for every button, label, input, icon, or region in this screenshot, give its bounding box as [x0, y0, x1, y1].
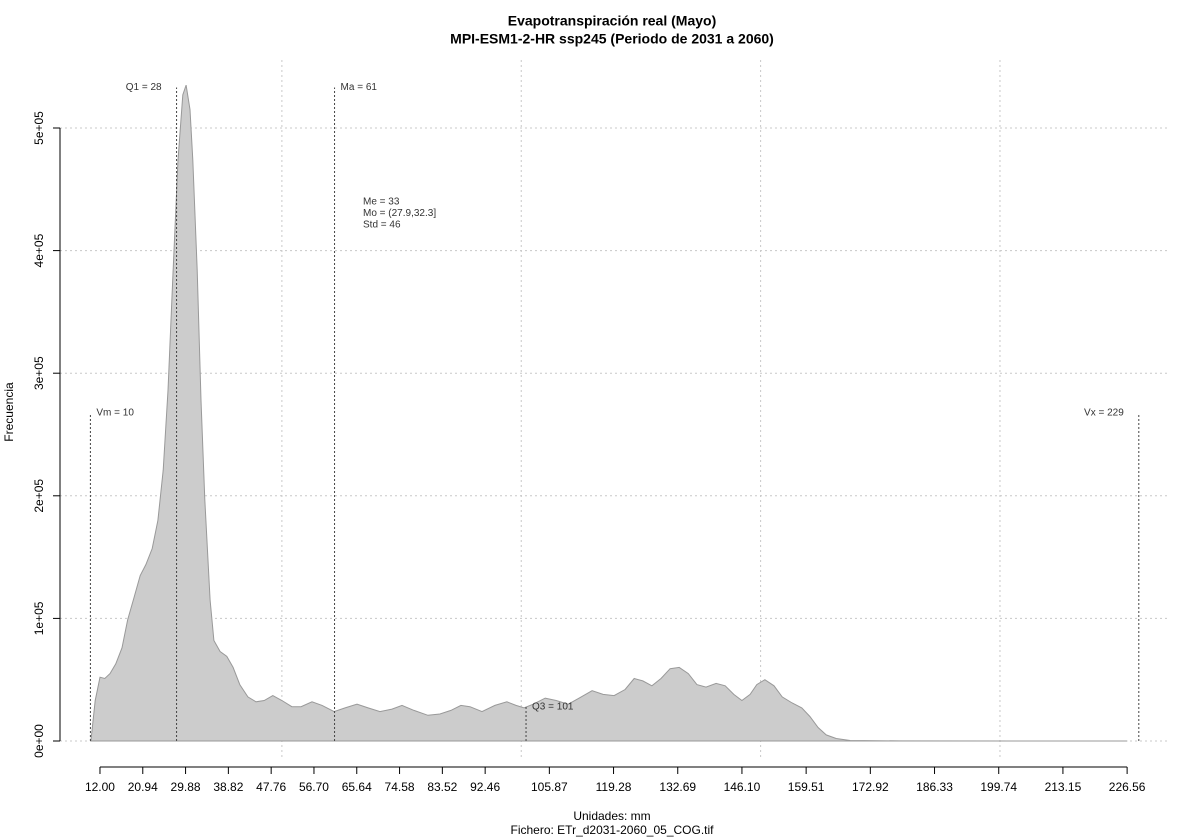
x-tick-label: 186.33 — [916, 780, 953, 794]
x-tick-label: 65.64 — [342, 780, 372, 794]
x-tick-label: 12.00 — [85, 780, 115, 794]
x-tick-label: 47.76 — [256, 780, 286, 794]
x-tick-label: 159.51 — [788, 780, 825, 794]
chart-subtitle: MPI-ESM1-2-HR ssp245 (Periodo de 2031 a … — [450, 31, 774, 47]
stats-label: Mo = (27.9,32.3] — [363, 208, 436, 219]
chart-title: Evapotranspiración real (Mayo) — [508, 13, 717, 29]
stats-label: Std = 46 — [363, 220, 401, 231]
x-tick-label: 83.52 — [427, 780, 457, 794]
x-tick-label: 20.94 — [128, 780, 158, 794]
x-tick-label: 92.46 — [470, 780, 500, 794]
annotation-label: Q3 = 101 — [532, 702, 574, 713]
x-tick-label: 213.15 — [1045, 780, 1082, 794]
x-tick-label: 199.74 — [980, 780, 1017, 794]
y-axis-label: Frecuencia — [2, 382, 16, 442]
y-tick-label: 3e+05 — [32, 356, 46, 390]
stats-label: Me = 33 — [363, 197, 400, 208]
x-tick-label: 38.82 — [213, 780, 243, 794]
x-tick-label: 226.56 — [1109, 780, 1146, 794]
x-axis-label: Unidades: mm — [573, 809, 650, 823]
caption: Fichero: ETr_d2031-2060_05_COG.tif — [511, 823, 715, 837]
y-tick-label: 0e+00 — [32, 724, 46, 758]
annotation-label: Ma = 61 — [341, 82, 378, 93]
density-area — [90, 84, 1128, 742]
y-tick-label: 1e+05 — [32, 601, 46, 635]
x-tick-label: 105.87 — [531, 780, 568, 794]
x-tick-label: 132.69 — [659, 780, 696, 794]
y-tick-label: 5e+05 — [32, 111, 46, 145]
annotation-label: Q1 = 28 — [126, 82, 162, 93]
x-tick-label: 74.58 — [385, 780, 415, 794]
y-tick-label: 2e+05 — [32, 479, 46, 513]
x-tick-label: 172.92 — [852, 780, 889, 794]
x-tick-label: 119.28 — [596, 780, 632, 794]
x-tick-label: 29.88 — [171, 780, 201, 794]
x-tick-label: 146.10 — [724, 780, 761, 794]
annotation-label: Vx = 229 — [1084, 408, 1124, 419]
y-tick-label: 4e+05 — [32, 233, 46, 267]
annotation-label: Vm = 10 — [96, 408, 134, 419]
x-tick-label: 56.70 — [299, 780, 329, 794]
